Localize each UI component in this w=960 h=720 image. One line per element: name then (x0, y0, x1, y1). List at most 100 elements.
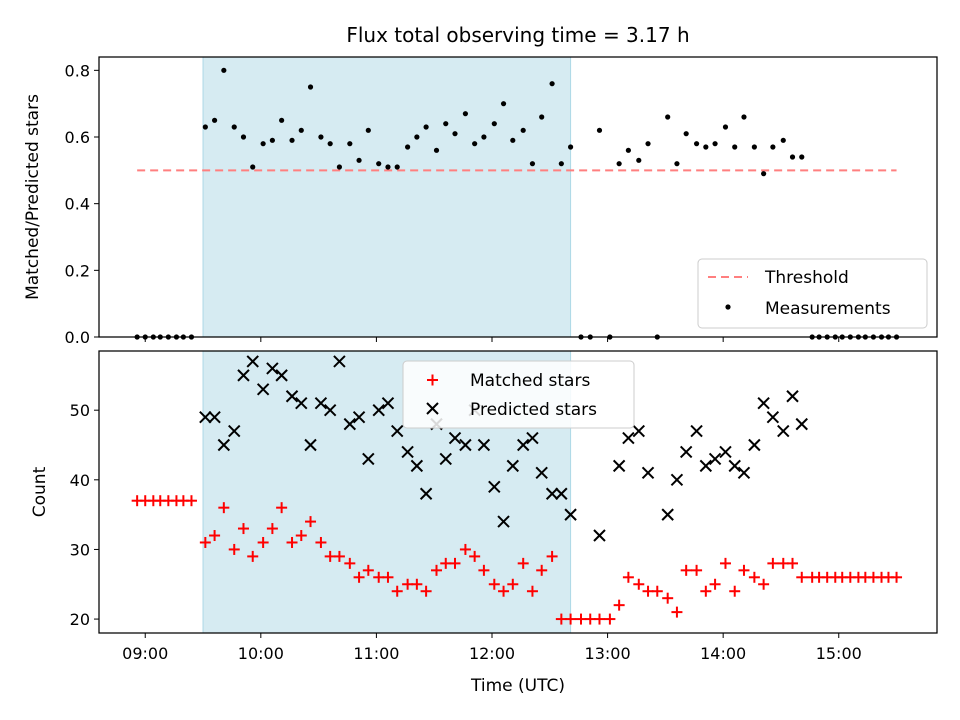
matched-star-marker (680, 564, 692, 576)
predicted-star-marker (679, 445, 693, 459)
measurements-legend-label: Measurements (765, 299, 891, 319)
measurement-point (376, 161, 382, 167)
predicted-star-marker (256, 383, 270, 396)
matched-star-marker (218, 502, 230, 514)
predicted-star-marker (786, 390, 799, 403)
measurement-point (761, 171, 767, 177)
matched-star-marker (295, 530, 307, 542)
matched-star-marker (546, 550, 558, 562)
count-legend: Matched stars Predicted stars (402, 360, 635, 429)
measurement-point (481, 134, 487, 140)
matched-star-marker (391, 585, 403, 597)
matched-star-marker (478, 564, 490, 576)
matched-star-marker (767, 557, 779, 569)
matched-star-marker (613, 599, 625, 611)
predicted-star-marker (690, 424, 703, 438)
measurement-point (674, 161, 680, 167)
y-tick-label: 50 (70, 401, 90, 420)
predicted-star-marker (555, 487, 568, 500)
measurement-point (712, 141, 718, 147)
measurement-point (558, 161, 564, 167)
predicted-star-marker (199, 410, 212, 424)
x-tick-label: 10:00 (238, 644, 284, 663)
measurement-point (703, 144, 709, 150)
matched-star-marker (382, 571, 394, 583)
measurement-point (567, 144, 574, 150)
measurement-point (789, 154, 796, 160)
measurement-point (693, 141, 700, 147)
predicted-star-marker (352, 410, 366, 424)
measurement-point (462, 111, 469, 117)
matched-star-marker (633, 578, 645, 590)
predicted-star-marker (448, 431, 462, 445)
matched-star-marker (266, 523, 278, 535)
measurement-point (221, 67, 227, 73)
predicted-star-marker (728, 459, 741, 473)
y-tick-label: 30 (70, 540, 90, 559)
measurement-point (665, 114, 671, 120)
predicted-star-marker (401, 445, 414, 459)
matched-star-marker (517, 557, 529, 569)
matched-star-marker (209, 530, 221, 542)
measurement-point (347, 141, 353, 147)
measurement-point (799, 154, 805, 160)
ratio-legend-box (697, 258, 928, 329)
predicted-star-marker (410, 459, 424, 473)
y-tick-label: 0.8 (65, 61, 90, 80)
matched-legend-label: Matched stars (470, 371, 590, 391)
measurement-point (336, 164, 343, 170)
measurement-point (500, 101, 507, 107)
predicted-star-marker (670, 473, 684, 487)
predicted-legend-label: Predicted stars (470, 400, 597, 420)
matched-star-marker (373, 571, 385, 583)
measurement-point (683, 131, 689, 137)
count-legend-box (402, 360, 635, 429)
predicted-star-marker (477, 438, 491, 452)
measurement-point (472, 141, 478, 147)
measurement-point (596, 127, 603, 133)
matched-star-marker (777, 557, 789, 569)
x-tick-label: 13:00 (585, 644, 631, 663)
ratio-y-ticks: 0.0 0.2 0.4 0.6 0.8 (65, 61, 99, 347)
matched-star-marker (402, 578, 414, 590)
matched-star-marker (709, 578, 721, 590)
predicted-star-marker (795, 417, 808, 431)
measurement-point (529, 161, 536, 167)
matched-star-marker (526, 585, 538, 597)
measurements-legend-swatch (725, 304, 731, 310)
predicted-star-marker (526, 431, 539, 445)
matched-star-marker (420, 585, 432, 597)
measurement-point (549, 81, 555, 87)
predicted-legend-swatch (426, 402, 439, 415)
ratio-legend: Threshold Measurements (697, 258, 928, 329)
matched-star-marker (662, 592, 674, 604)
x-tick-label: 11:00 (353, 644, 399, 663)
matched-star-marker (247, 550, 259, 562)
matched-star-marker (411, 578, 423, 590)
measurement-point (327, 141, 333, 147)
x-tick-label: 15:00 (816, 644, 862, 663)
predicted-star-marker (545, 487, 559, 500)
matched-star-marker (228, 543, 240, 555)
measurement-point (722, 124, 729, 130)
measurement-point (414, 134, 420, 140)
predicted-star-marker (699, 459, 713, 473)
measurement-point (365, 127, 371, 133)
measurement-point (751, 144, 757, 150)
matched-star-marker (748, 571, 760, 583)
matched-star-marker (719, 557, 731, 569)
ratio-x-ticks (144, 337, 840, 342)
measurement-point (616, 161, 622, 167)
measurement-point (423, 124, 429, 130)
measurement-point (625, 147, 631, 153)
matched-star-marker (787, 557, 799, 569)
matched-star-marker (891, 571, 903, 583)
y-tick-label: 20 (70, 610, 90, 629)
matched-star-marker (758, 578, 770, 590)
predicted-star-marker (266, 362, 279, 375)
matched-star-marker (729, 585, 741, 597)
matched-star-marker (575, 613, 587, 625)
matched-star-marker (555, 613, 567, 625)
matched-star-marker (431, 564, 443, 576)
